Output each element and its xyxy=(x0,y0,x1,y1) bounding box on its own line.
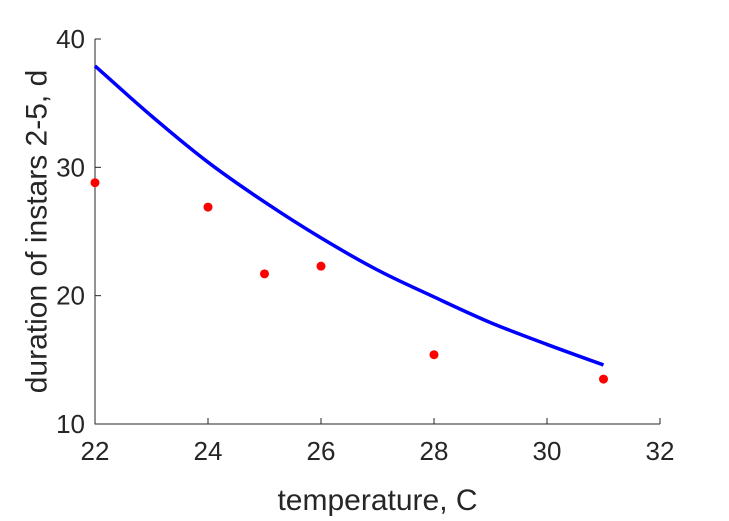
y-tick-label: 40 xyxy=(56,24,85,54)
fit-curve-line xyxy=(93,64,605,367)
data-point xyxy=(90,178,100,188)
data-point xyxy=(429,350,439,360)
data-point xyxy=(260,269,269,279)
ticks: 22 24 26 28 30 32 10 20 30 40 xyxy=(56,24,674,466)
y-axis-label: duration of instars 2-5, d xyxy=(21,70,54,394)
x-tick-label: 28 xyxy=(420,436,449,466)
x-tick-label: 32 xyxy=(646,436,675,466)
x-axis-label: temperature, C xyxy=(277,484,477,517)
data-point xyxy=(316,261,326,271)
y-tick-label: 10 xyxy=(56,409,85,439)
x-tick-label: 26 xyxy=(307,436,336,466)
x-tick-label: 22 xyxy=(81,436,110,466)
data-point xyxy=(599,374,608,384)
axis-lines xyxy=(94,39,660,425)
axes xyxy=(94,39,660,425)
y-tick-label: 30 xyxy=(56,152,85,182)
x-tick-label: 30 xyxy=(533,436,562,466)
x-tick-label: 24 xyxy=(194,436,223,466)
plot-area xyxy=(90,64,608,384)
y-tick-label: 20 xyxy=(56,281,85,311)
data-point xyxy=(203,202,213,212)
